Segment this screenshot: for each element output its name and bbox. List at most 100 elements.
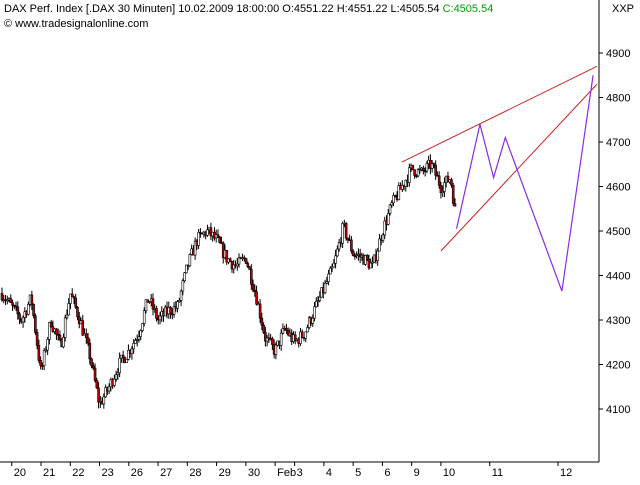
candle bbox=[439, 184, 443, 194]
candle bbox=[172, 306, 176, 315]
candle bbox=[46, 339, 49, 351]
y-tick-label: 4800 bbox=[606, 93, 630, 105]
candle bbox=[216, 234, 220, 238]
candle bbox=[74, 297, 78, 308]
candle bbox=[353, 255, 357, 257]
candle bbox=[76, 307, 79, 318]
y-tick-label: 4200 bbox=[606, 360, 630, 372]
candle bbox=[179, 290, 183, 301]
candle bbox=[336, 248, 339, 257]
candle bbox=[443, 182, 446, 192]
x-tick-label: 6 bbox=[384, 467, 390, 479]
candle bbox=[41, 365, 44, 367]
candle bbox=[90, 358, 93, 367]
candle bbox=[246, 263, 250, 268]
candle bbox=[450, 179, 453, 186]
candle bbox=[169, 307, 172, 315]
website-label: www.tradesignalonline.com bbox=[15, 18, 149, 30]
candle bbox=[432, 163, 436, 166]
candle bbox=[228, 258, 232, 262]
candle bbox=[285, 328, 288, 331]
candle bbox=[255, 291, 258, 305]
candle bbox=[185, 264, 188, 274]
open-label: O: bbox=[282, 3, 294, 15]
candle bbox=[72, 296, 76, 299]
candle bbox=[258, 303, 262, 319]
candle bbox=[95, 380, 99, 389]
candle bbox=[176, 301, 179, 309]
candle bbox=[250, 269, 253, 285]
candle bbox=[69, 293, 72, 304]
candle bbox=[34, 315, 37, 333]
candle bbox=[86, 337, 90, 344]
candle bbox=[127, 349, 130, 360]
candle bbox=[49, 322, 53, 328]
candle bbox=[70, 293, 74, 298]
x-tick-label: 20 bbox=[14, 467, 26, 479]
candle bbox=[104, 387, 107, 398]
candle bbox=[125, 359, 128, 363]
candle bbox=[144, 299, 148, 312]
candle bbox=[253, 289, 257, 293]
candle bbox=[286, 330, 290, 336]
candle bbox=[58, 334, 62, 340]
candle bbox=[371, 261, 374, 264]
close-label: C: bbox=[442, 3, 454, 15]
candle bbox=[311, 317, 315, 324]
symbol-label: DAX Perf. Index [.DAX bbox=[4, 3, 115, 15]
candle bbox=[37, 345, 41, 361]
candle bbox=[397, 185, 401, 200]
candle bbox=[102, 396, 106, 405]
candle bbox=[314, 301, 318, 308]
candle bbox=[369, 262, 373, 269]
candle bbox=[9, 298, 13, 303]
x-tick-label: 21 bbox=[43, 467, 55, 479]
x-tick-label: 10 bbox=[443, 467, 455, 479]
candle bbox=[300, 331, 304, 338]
x-tick-label: 22 bbox=[72, 467, 84, 479]
candle bbox=[271, 338, 274, 345]
candle bbox=[232, 264, 236, 270]
candle bbox=[44, 349, 48, 352]
candle bbox=[218, 236, 222, 243]
candle bbox=[404, 179, 408, 187]
candle bbox=[313, 306, 316, 319]
datetime-label: 10.02.2009 18:00:00 bbox=[178, 3, 280, 15]
candle bbox=[93, 367, 97, 381]
candle bbox=[242, 257, 246, 260]
candle bbox=[14, 305, 18, 308]
candle bbox=[134, 340, 137, 344]
candle bbox=[264, 331, 267, 342]
candle bbox=[378, 238, 381, 252]
candle bbox=[350, 239, 353, 252]
candle bbox=[81, 320, 85, 336]
candle bbox=[235, 263, 239, 267]
candle bbox=[48, 322, 51, 340]
candle bbox=[344, 223, 348, 239]
candle bbox=[411, 164, 415, 170]
candle bbox=[329, 267, 332, 275]
candle bbox=[364, 255, 367, 265]
candle bbox=[30, 294, 34, 305]
candle bbox=[35, 332, 39, 346]
candle bbox=[306, 327, 309, 333]
x-axis: 20 21 22 23 26 27 28 29 30 Feb 3 4 5 6 9 10 11 12 bbox=[11, 462, 572, 479]
x-tick-label: Feb bbox=[277, 467, 296, 479]
y-tick-label: 4300 bbox=[606, 315, 630, 327]
candle bbox=[401, 184, 404, 190]
candle bbox=[18, 313, 21, 320]
candle bbox=[346, 237, 350, 241]
candle bbox=[451, 184, 455, 204]
candle bbox=[130, 348, 134, 354]
candle bbox=[42, 350, 46, 367]
candle bbox=[425, 163, 429, 172]
candle bbox=[332, 262, 336, 268]
candle bbox=[197, 232, 200, 246]
candle bbox=[446, 175, 450, 183]
candle bbox=[323, 282, 327, 294]
candle bbox=[265, 337, 269, 342]
candle bbox=[11, 302, 14, 306]
x-tick-label: 27 bbox=[160, 467, 172, 479]
x-tick-label: 23 bbox=[102, 467, 114, 479]
